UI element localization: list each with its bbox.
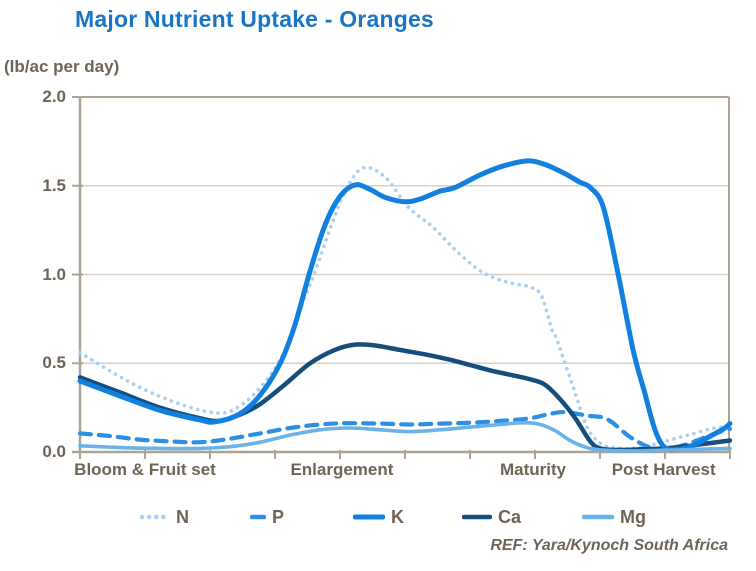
- series-line-K: [77, 158, 733, 453]
- legend-label-K: K: [391, 506, 404, 527]
- y-tick-label: 0.0: [42, 442, 66, 461]
- legend-item-Ca: Ca: [462, 504, 521, 530]
- x-stage-label: Maturity: [499, 460, 567, 479]
- legend-item-Mg: Mg: [582, 504, 646, 530]
- y-tick-label: 1.5: [42, 175, 66, 195]
- legend-swatch-K-icon: [353, 514, 385, 520]
- y-tick-label: 0.5: [42, 353, 66, 373]
- legend-item-N: N: [140, 504, 189, 530]
- legend-label-P: P: [272, 506, 285, 527]
- series-line-Mg: [78, 420, 732, 453]
- legend-swatch-N-icon: [140, 514, 170, 520]
- x-stage-label: Bloom & Fruit set: [74, 460, 216, 479]
- series-line-N: [78, 165, 732, 451]
- chart-legend: N P K Ca Mg: [0, 504, 756, 532]
- y-tick-label: 2.0: [42, 87, 66, 106]
- x-stage-label: Post Harvest: [611, 460, 716, 479]
- chart-title: Major Nutrient Uptake - Oranges: [75, 6, 434, 32]
- legend-item-P: P: [250, 504, 284, 530]
- legend-label-Mg: Mg: [620, 506, 646, 527]
- legend-swatch-P-icon: [250, 514, 266, 520]
- x-stage-label: Enlargement: [290, 460, 394, 479]
- series-line-Ca: [77, 342, 733, 453]
- y-tick-label: 1.0: [42, 264, 66, 284]
- legend-label-N: N: [176, 506, 189, 527]
- reference-note: REF: Yara/Kynoch South Africa: [490, 537, 728, 554]
- legend-item-K: K: [353, 504, 404, 530]
- y-axis-units-label: (lb/ac per day): [4, 57, 120, 76]
- legend-swatch-Ca-icon: [462, 514, 492, 520]
- legend-label-Ca: Ca: [498, 506, 522, 527]
- legend-swatch-Mg-icon: [582, 514, 614, 520]
